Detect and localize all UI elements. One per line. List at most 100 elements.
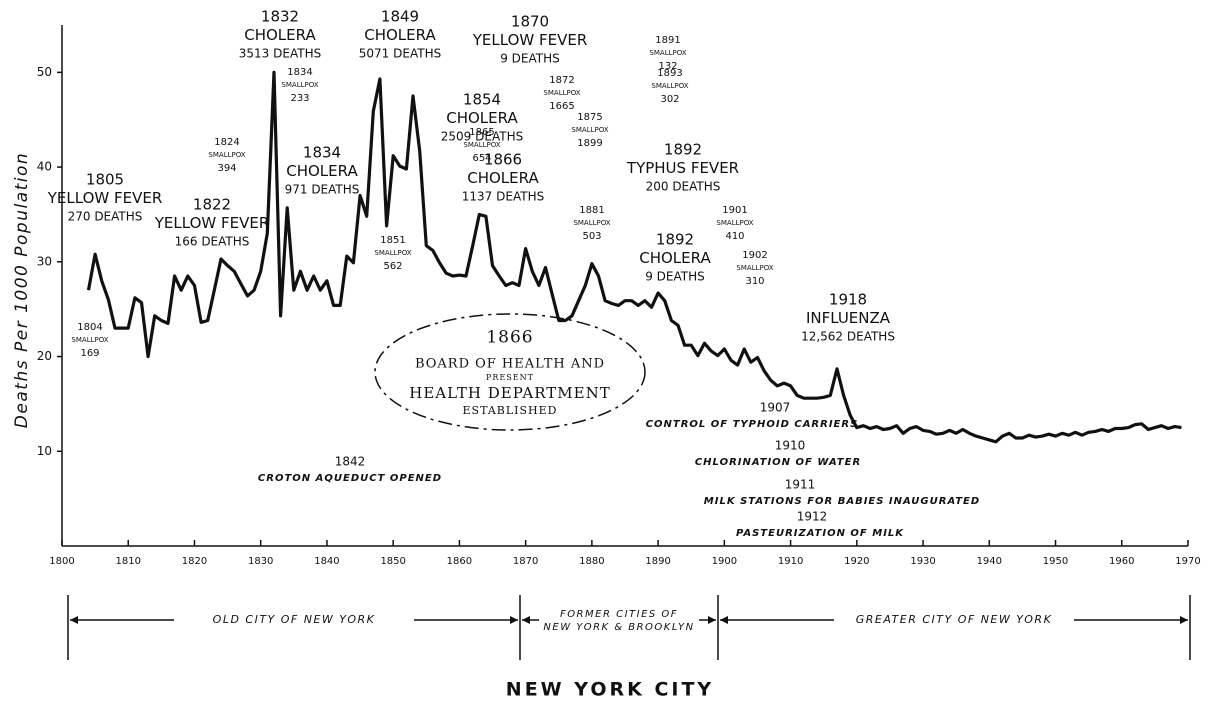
annotation: SMALLPOX (281, 81, 318, 89)
annotation: 233 (290, 93, 309, 104)
annotation: 562 (383, 261, 402, 272)
chart-title: NEW YORK CITY (506, 679, 714, 701)
annotation: SMALLPOX (463, 141, 500, 149)
x-tick-label: 1900 (712, 556, 737, 567)
annotation: 1822 (193, 196, 231, 214)
annotation: 9 DEATHS (500, 52, 560, 66)
annotation: 1892 (664, 141, 702, 159)
annotation: 1866 (484, 151, 522, 169)
annotation: 3513 DEATHS (239, 47, 321, 61)
period-label-bg (539, 602, 699, 632)
x-tick-label: 1930 (910, 556, 935, 567)
annotation: TYPHUS FEVER (626, 159, 739, 177)
x-tick-label: 1850 (380, 556, 405, 567)
annotation: CROTON AQUEDUCT OPENED (258, 473, 442, 484)
annotation: 654 (472, 153, 491, 164)
annotation: SMALLPOX (71, 336, 108, 344)
period-label: FORMER CITIES OF (560, 609, 678, 620)
x-tick-label: 1950 (1043, 556, 1068, 567)
annotation: SMALLPOX (573, 219, 610, 227)
annotation: 166 DEATHS (175, 235, 250, 249)
annotation: 1824 (214, 137, 239, 148)
annotation: 1851 (380, 235, 405, 246)
x-tick-label: 1880 (579, 556, 604, 567)
annotation: 1893 (657, 68, 682, 79)
annotation: 12,562 DEATHS (801, 330, 895, 344)
x-tick-label: 1800 (49, 556, 74, 567)
annotation: CHLORINATION OF WATER (695, 457, 861, 468)
annotation: 1912 (797, 510, 828, 524)
annotation: 1865 (469, 127, 494, 138)
annotation: 200 DEATHS (646, 180, 721, 194)
annotation: 1665 (549, 101, 574, 112)
annotation: 1849 (381, 8, 419, 26)
period-label-bg (174, 611, 414, 629)
annotation: INFLUENZA (806, 309, 891, 327)
annotation: SMALLPOX (649, 49, 686, 57)
annotation: 1901 (722, 205, 747, 216)
annotation: YELLOW FEVER (154, 214, 270, 232)
annotation: MILK STATIONS FOR BABIES INAUGURATED (704, 496, 980, 507)
annotation: 302 (660, 94, 679, 105)
annotation: 503 (582, 231, 601, 242)
x-tick-label: 1890 (645, 556, 670, 567)
annotation: CHOLERA (286, 162, 358, 180)
x-tick-label: 1870 (513, 556, 538, 567)
annotation: 270 DEATHS (68, 210, 143, 224)
annotation: 1832 (261, 8, 299, 26)
annotation: 1907 (760, 401, 791, 415)
annotation: CHOLERA (467, 169, 539, 187)
annotation: 1137 DEATHS (462, 190, 544, 204)
y-tick-label: 40 (37, 160, 52, 174)
annotation: ESTABLISHED (463, 404, 558, 417)
annotation: SMALLPOX (736, 264, 773, 272)
x-tick-label: 1940 (977, 556, 1002, 567)
period-label: NEW YORK & BROOKLYN (543, 622, 694, 633)
y-axis-label: Deaths Per 1000 Population (12, 152, 32, 428)
annotation: 2509 DEATHS (441, 130, 523, 144)
annotation: SMALLPOX (651, 82, 688, 90)
annotation: SMALLPOX (208, 151, 245, 159)
annotation: SMALLPOX (543, 89, 580, 97)
annotation: 1891 (655, 35, 680, 46)
annotation: CHOLERA (244, 26, 316, 44)
x-tick-label: 1960 (1109, 556, 1134, 567)
x-tick-label: 1970 (1175, 556, 1200, 567)
period-label: OLD CITY OF NEW YORK (213, 613, 376, 626)
annotation: 132 (658, 61, 677, 72)
annotation: 1805 (86, 171, 124, 189)
x-tick-label: 1860 (447, 556, 472, 567)
y-tick-label: 30 (37, 254, 52, 268)
annotation: 5071 DEATHS (359, 47, 441, 61)
annotation: PRESENT (486, 373, 534, 382)
annotation: 1911 (785, 478, 816, 492)
annotation: 1918 (829, 291, 867, 309)
annotation: 1854 (463, 91, 501, 109)
annotation: SMALLPOX (716, 219, 753, 227)
annotation: 1899 (577, 138, 602, 149)
data-line (86, 70, 1182, 444)
y-tick-label: 20 (37, 349, 52, 363)
annotation: 1842 (335, 455, 366, 469)
annotation: 169 (80, 348, 99, 359)
annotation: BOARD OF HEALTH AND (415, 357, 605, 372)
annotation: 1902 (742, 250, 767, 261)
annotation: 1834 (303, 144, 341, 162)
annotation: PASTEURIZATION OF MILK (736, 528, 904, 539)
annotation: 310 (745, 276, 764, 287)
annotation: 1892 (656, 231, 694, 249)
annotation: 1866 (486, 328, 533, 348)
annotation: 1872 (549, 75, 574, 86)
period-label-bg (834, 611, 1074, 629)
annotation: SMALLPOX (374, 249, 411, 257)
annotation: 410 (725, 231, 744, 242)
x-tick-label: 1840 (314, 556, 339, 567)
annotation: CHOLERA (446, 109, 518, 127)
annotation: CONTROL OF TYPHOID CARRIERS (646, 419, 859, 430)
period-label: GREATER CITY OF NEW YORK (856, 613, 1053, 626)
cloud-outline (374, 313, 646, 431)
annotation: 1834 (287, 67, 312, 78)
x-tick-label: 1820 (182, 556, 207, 567)
annotation: 9 DEATHS (645, 270, 705, 284)
